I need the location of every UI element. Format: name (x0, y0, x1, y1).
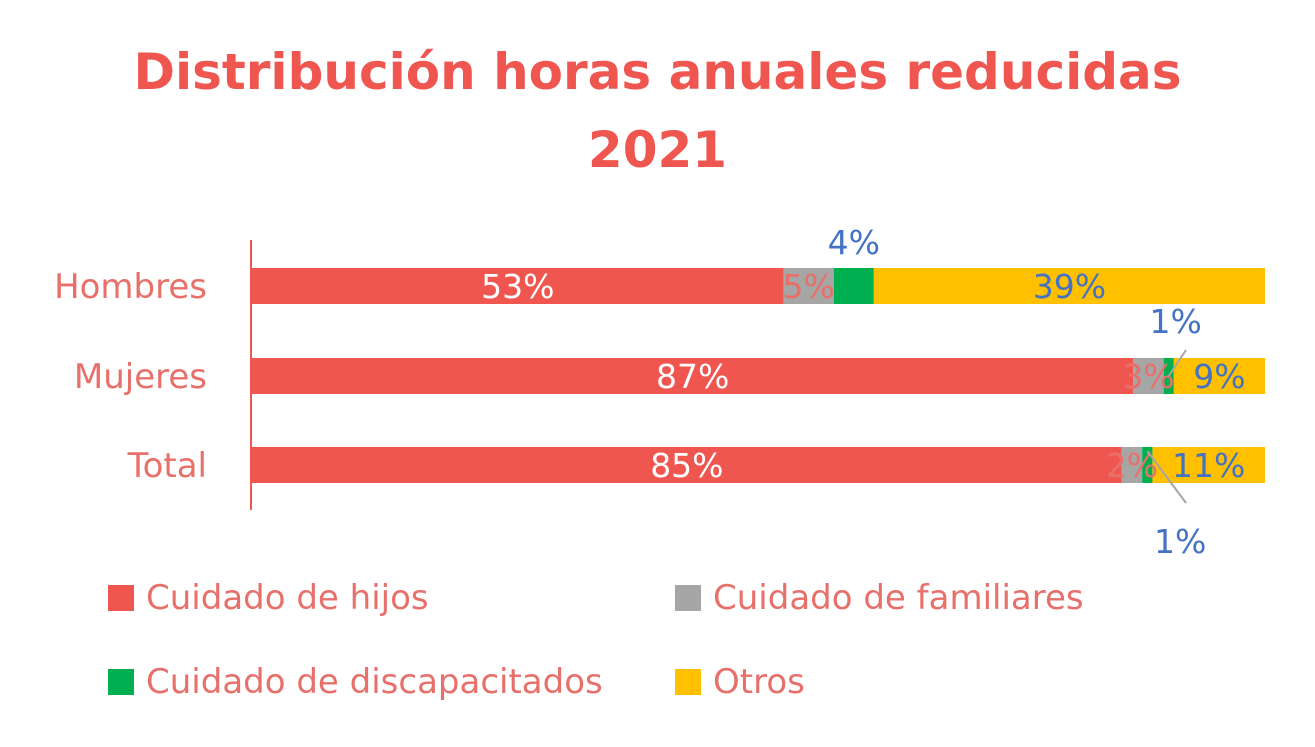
leader-line-cuidado-de-discapacitados-total (1146, 450, 1187, 504)
data-label-cuidado-de-familiares-hombres: 5% (782, 267, 834, 306)
bar-cuidado-de-familiares-total (1121, 447, 1143, 483)
bar-cuidado-de-hijos-hombres (252, 268, 784, 304)
legend-item-otros: Otros (675, 662, 805, 702)
legend-swatch-cuidado-de-discapacitados (108, 669, 134, 695)
data-label-cuidado-de-hijos-hombres: 53% (481, 267, 554, 306)
data-label-cuidado-de-familiares-total: 2% (1106, 446, 1158, 485)
labels-layer: Hombres 53% 5% 4% 39% Mujeres 87% 3% 1% 9% Total 85… (54, 223, 1246, 561)
bar-otros-mujeres (1173, 358, 1265, 394)
data-label-otros-total: 11% (1172, 446, 1245, 485)
category-label-hombres: Hombres (54, 267, 207, 307)
category-label-mujeres: Mujeres (74, 357, 207, 397)
data-label-cuidado-de-discapacitados-mujeres: 1% (1150, 302, 1202, 341)
bar-cuidado-de-familiares-hombres (783, 268, 834, 304)
bars-layer (252, 268, 1265, 483)
bar-cuidado-de-discapacitados-total (1142, 447, 1153, 483)
bar-cuidado-de-discapacitados-mujeres (1163, 358, 1174, 394)
legend-swatch-cuidado-de-hijos (108, 585, 134, 611)
data-label-cuidado-de-familiares-mujeres: 3% (1122, 357, 1174, 396)
legend-item-cuidado-de-hijos: Cuidado de hijos (108, 578, 429, 618)
bar-cuidado-de-discapacitados-hombres (833, 268, 874, 304)
legend-item-cuidado-de-discapacitados: Cuidado de discapacitados (108, 662, 603, 702)
bar-cuidado-de-hijos-mujeres (252, 358, 1134, 394)
legend-label-cuidado-de-hijos: Cuidado de hijos (146, 578, 429, 618)
leader-line-cuidado-de-discapacitados-mujeres (1167, 349, 1187, 377)
data-label-cuidado-de-discapacitados-hombres: 4% (828, 223, 880, 262)
data-label-cuidado-de-hijos-total: 85% (650, 446, 723, 485)
legend-label-cuidado-de-discapacitados: Cuidado de discapacitados (146, 662, 603, 702)
bar-otros-hombres (873, 268, 1265, 304)
data-label-cuidado-de-discapacitados-total: 1% (1154, 522, 1206, 561)
legend-label-otros: Otros (713, 662, 805, 702)
legend-label-cuidado-de-familiares: Cuidado de familiares (713, 578, 1084, 618)
chart-title-line-2: 2021 (587, 121, 728, 179)
bar-cuidado-de-hijos-total (252, 447, 1122, 483)
bar-cuidado-de-familiares-mujeres (1133, 358, 1164, 394)
legend-item-cuidado-de-familiares: Cuidado de familiares (675, 578, 1084, 618)
data-label-otros-hombres: 39% (1033, 267, 1106, 306)
bar-otros-total (1152, 447, 1265, 483)
chart-title-line-1: Distribución horas anuales reducidas (133, 43, 1182, 101)
data-label-cuidado-de-hijos-mujeres: 87% (656, 357, 729, 396)
category-label-total: Total (127, 446, 207, 486)
data-label-otros-mujeres: 9% (1193, 357, 1245, 396)
legend-swatch-cuidado-de-familiares (675, 585, 701, 611)
legend-swatch-otros (675, 669, 701, 695)
